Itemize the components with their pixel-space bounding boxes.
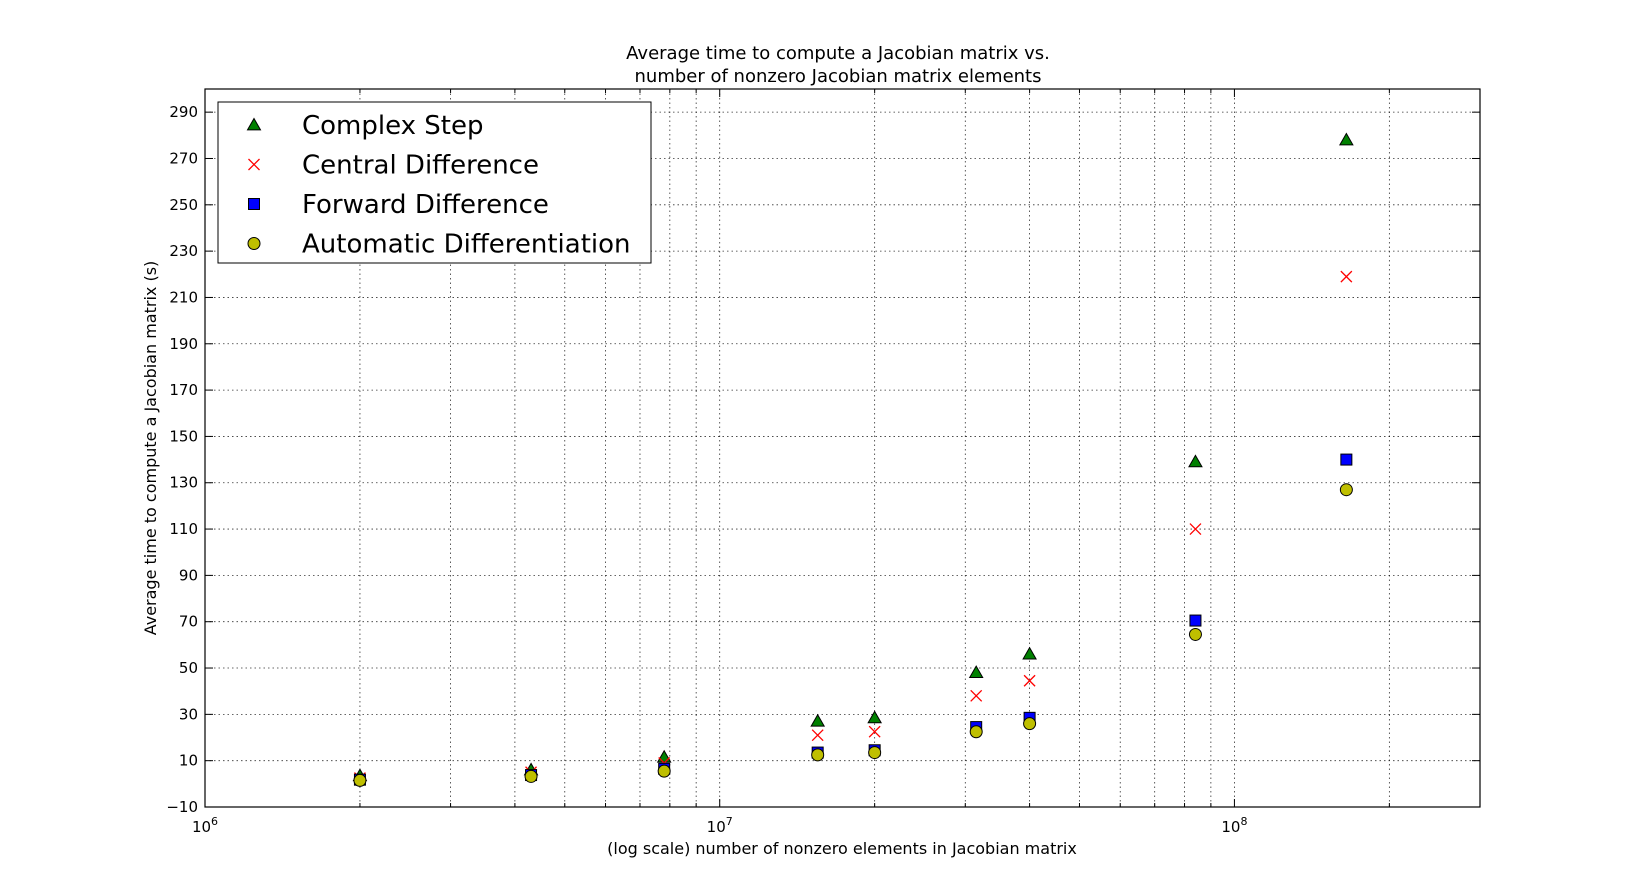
- y-tick-label: −10: [166, 798, 198, 816]
- automatic-differentiation-point: [657, 764, 671, 778]
- x-stroke: [1340, 270, 1353, 283]
- y-tick-label: 230: [169, 242, 198, 260]
- complex-step-point: [867, 710, 883, 724]
- x-stroke: [248, 158, 260, 171]
- central-difference-legend-label: Central Difference: [302, 151, 539, 181]
- x-stroke: [868, 725, 881, 738]
- x-tick-label: 107: [707, 815, 733, 836]
- x-tick-label: 108: [1221, 815, 1247, 836]
- complex-step-point: [1188, 454, 1203, 468]
- y-tick-label: 110: [169, 520, 198, 538]
- forward-difference-point: [1189, 614, 1202, 627]
- y-tick-label: 250: [169, 196, 198, 214]
- complex-step-legend-marker: [246, 117, 262, 131]
- automatic-differentiation-point: [1188, 627, 1202, 641]
- y-tick-label: 190: [169, 335, 198, 353]
- automatic-differentiation-point: [868, 746, 882, 760]
- automatic-differentiation-point: [1023, 717, 1037, 731]
- data-marks: [352, 132, 1354, 787]
- y-tick-label: 130: [169, 474, 198, 492]
- y-tick-label: 290: [169, 103, 198, 121]
- y-tick-label: 270: [169, 149, 198, 167]
- legend-box: [217, 101, 652, 264]
- chart-title: Average time to compute a Jacobian matri…: [626, 43, 1050, 64]
- y-tick-label: 170: [169, 381, 198, 399]
- complex-step-point: [968, 665, 984, 679]
- x-stroke: [811, 729, 824, 742]
- complex-step-point: [1339, 132, 1354, 146]
- x-stroke: [1189, 523, 1202, 536]
- complex-step-point: [810, 713, 826, 727]
- forward-difference-legend-marker: [248, 198, 260, 210]
- x-axis-label: (log scale) number of nonzero elements i…: [607, 839, 1077, 858]
- complex-step-point: [1022, 646, 1037, 660]
- central-difference-legend-marker: [248, 158, 260, 171]
- complex-step-legend-label: Complex Step: [302, 111, 484, 141]
- plot-frame: [204, 88, 1481, 808]
- x-tick-label: 106: [192, 815, 218, 836]
- y-tick-label: 70: [179, 613, 198, 631]
- axis-ticks: 106 107 108 −10 10 30 50 70 90 110 130 150 170 190 210…: [166, 89, 1481, 836]
- y-tick-label: 90: [179, 566, 198, 584]
- x-stroke: [1023, 674, 1036, 687]
- automatic-differentiation-point: [524, 769, 538, 783]
- y-tick-label: 30: [179, 705, 198, 723]
- central-difference-point: [1340, 270, 1353, 283]
- forward-difference-point: [1340, 453, 1353, 466]
- x-stroke: [970, 689, 983, 702]
- y-axis-label: Average time to compute a Jacobian matri…: [141, 261, 160, 636]
- automatic-differentiation-legend-label: Automatic Differentiation: [302, 230, 631, 260]
- y-tick-label: 50: [179, 659, 198, 677]
- automatic-differentiation-point: [811, 748, 825, 762]
- y-tick-label: 210: [169, 288, 198, 306]
- central-difference-point: [1189, 523, 1202, 536]
- legend: Complex Step Central Difference Forward Di…: [217, 101, 652, 264]
- automatic-differentiation-point: [969, 725, 983, 739]
- central-difference-point: [868, 725, 881, 738]
- y-tick-label: 150: [169, 427, 198, 445]
- central-difference-point: [811, 729, 824, 742]
- central-difference-point: [1023, 674, 1036, 687]
- automatic-differentiation-legend-marker: [247, 237, 261, 250]
- chart-subtitle: number of nonzero Jacobian matrix elemen…: [635, 66, 1042, 87]
- forward-difference-legend-label: Forward Difference: [302, 190, 549, 220]
- y-tick-label: 10: [179, 752, 198, 770]
- central-difference-point: [970, 689, 983, 702]
- automatic-differentiation-point: [1339, 483, 1353, 497]
- automatic-differentiation-point: [353, 773, 367, 787]
